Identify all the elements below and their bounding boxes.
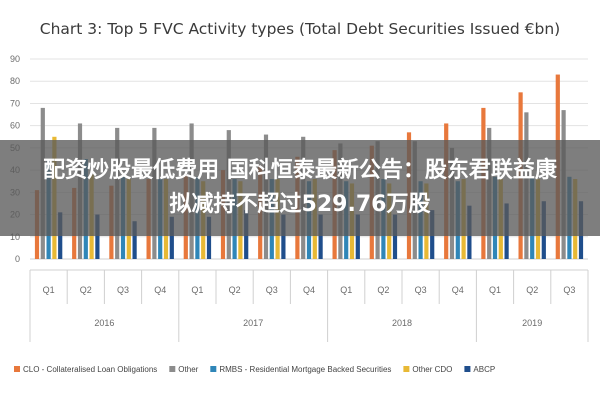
x-tick-label: Q3: [266, 285, 278, 295]
legend-swatch-clo: [14, 366, 20, 372]
year-label: 2019: [522, 318, 542, 328]
y-tick-label: 80: [10, 76, 20, 86]
legend-label: RMBS - Residential Mortgage Backed Secur…: [219, 365, 391, 374]
y-tick-label: 70: [10, 98, 20, 108]
y-tick-label: 0: [15, 254, 20, 264]
bar-abcp: [95, 214, 100, 259]
year-label: 2017: [243, 318, 263, 328]
x-tick-label: Q2: [377, 285, 389, 295]
legend-label: Other: [178, 365, 198, 374]
legend-swatch-other: [169, 366, 176, 372]
legend-label: Other CDO: [412, 365, 452, 374]
x-tick-label: Q3: [117, 285, 129, 295]
x-tick-label: Q1: [43, 285, 55, 295]
bar-abcp: [392, 214, 398, 259]
x-tick-label: Q3: [563, 285, 575, 295]
bar-abcp: [281, 214, 286, 259]
y-tick-label: 90: [10, 54, 20, 64]
x-axis-ticks: Q1 Q2 Q3 Q4 Q1 Q2 Q3 Q4 Q1 Q2 Q3 Q4 Q1 Q2 Q3: [43, 285, 576, 295]
x-tick-label: Q1: [191, 285, 203, 295]
legend-swatch-rmbs: [210, 366, 217, 372]
x-tick-label: Q1: [340, 285, 352, 295]
x-tick-label: Q4: [452, 285, 464, 295]
x-tick-label: Q2: [229, 285, 241, 295]
x-tick-label: Q3: [415, 285, 427, 295]
x-tick-label: Q2: [80, 285, 92, 295]
year-axis: 2016 2017 2018 2019: [29, 269, 589, 342]
legend-swatch-other_cdo: [403, 366, 410, 372]
x-tick-label: Q2: [526, 285, 538, 295]
bar-abcp: [318, 214, 323, 259]
y-tick-label: 60: [10, 121, 20, 131]
headline-line-2: 拟减持不超过529.76万股: [169, 192, 431, 217]
x-tick-label: Q4: [303, 285, 315, 295]
bar-abcp: [355, 214, 360, 259]
legend-label: ABCP: [473, 365, 495, 374]
bar-abcp: [132, 221, 137, 259]
y-tick-label: 10: [10, 232, 20, 242]
bar-abcp: [169, 216, 174, 259]
x-tick-label: Q1: [489, 285, 501, 295]
bar-abcp: [206, 216, 212, 259]
legend-label: CLO - Collateralised Loan Obligations: [23, 365, 157, 374]
headline-overlay: 配资炒股最低费用 国科恒泰最新公告：股东君联益康 拟减持不超过529.76万股: [0, 140, 600, 236]
x-tick-label: Q4: [154, 285, 166, 295]
headline-line-1: 配资炒股最低费用 国科恒泰最新公告：股东君联益康: [43, 158, 557, 183]
year-label: 2018: [392, 318, 412, 328]
legend-swatch-abcp: [464, 366, 471, 372]
year-label: 2016: [94, 318, 114, 328]
chart-title: Chart 3: Top 5 FVC Activity types (Total…: [40, 20, 560, 38]
legend: CLO - Collateralised Loan Obligations Oth…: [14, 365, 495, 374]
